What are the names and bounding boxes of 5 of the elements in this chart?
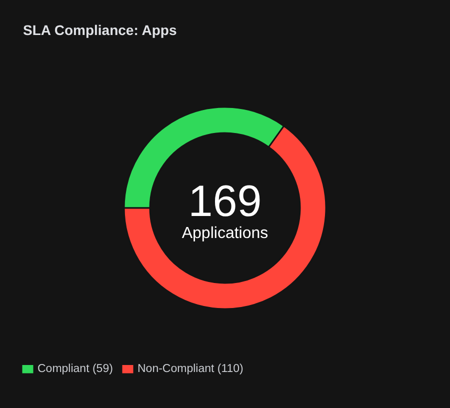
legend-label: Compliant (59) [38,363,114,376]
chart-title: SLA Compliance: Apps [23,22,177,38]
legend-label: Non-Compliant (110) [138,363,244,376]
text: 169 [188,177,262,226]
text: Applications [182,225,268,242]
